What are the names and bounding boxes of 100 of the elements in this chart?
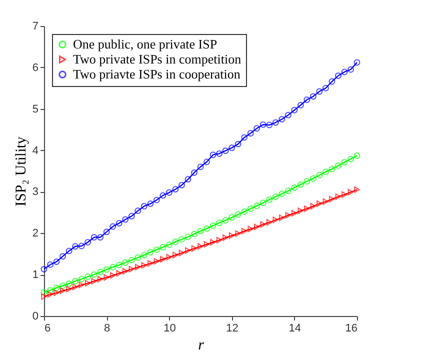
point xyxy=(66,286,72,292)
point xyxy=(78,276,85,282)
point xyxy=(235,230,241,237)
y-tick-label: 3 xyxy=(32,186,38,198)
point xyxy=(292,210,298,216)
point xyxy=(72,284,78,290)
point xyxy=(222,147,229,154)
point xyxy=(60,287,66,294)
point xyxy=(310,175,316,182)
point xyxy=(66,280,72,287)
point xyxy=(54,290,60,296)
point xyxy=(316,200,322,207)
point xyxy=(234,211,242,218)
point xyxy=(304,96,310,103)
x-tick-label: 8 xyxy=(104,322,110,334)
point xyxy=(248,226,254,232)
point xyxy=(166,189,172,196)
point xyxy=(260,121,266,128)
point xyxy=(254,125,260,132)
point xyxy=(291,184,298,191)
point xyxy=(204,225,210,232)
point xyxy=(134,254,142,261)
point xyxy=(279,214,285,222)
y-tick-label: 0 xyxy=(32,310,38,322)
point xyxy=(266,219,272,226)
point xyxy=(116,262,122,268)
point xyxy=(328,78,336,85)
y-tick-label: 2 xyxy=(32,228,38,240)
point xyxy=(122,259,129,266)
point xyxy=(285,212,292,219)
point xyxy=(348,188,354,196)
point xyxy=(298,208,304,214)
point xyxy=(103,228,110,236)
y-tick-label: 6 xyxy=(32,62,38,74)
point xyxy=(185,247,191,254)
point xyxy=(122,216,129,223)
point xyxy=(334,162,342,169)
point xyxy=(348,156,354,162)
point xyxy=(84,239,92,246)
point xyxy=(216,220,223,226)
point xyxy=(47,287,54,294)
point xyxy=(266,122,273,128)
point xyxy=(241,208,248,215)
point xyxy=(310,202,316,210)
point xyxy=(266,196,273,203)
point xyxy=(116,220,122,226)
point xyxy=(53,258,60,265)
point xyxy=(254,202,260,210)
point xyxy=(272,193,279,200)
point xyxy=(166,254,172,260)
point xyxy=(197,228,204,234)
point xyxy=(341,68,348,76)
point xyxy=(178,250,185,256)
point xyxy=(291,106,298,114)
point xyxy=(110,264,116,270)
point xyxy=(172,186,179,192)
point xyxy=(260,221,266,228)
point xyxy=(178,236,185,243)
point xyxy=(222,234,228,241)
y-tick-label: 5 xyxy=(32,103,38,116)
point xyxy=(278,116,286,122)
point xyxy=(334,72,342,79)
x-tick-label: 14 xyxy=(288,322,302,334)
point xyxy=(66,248,72,254)
point xyxy=(278,190,286,198)
point xyxy=(247,130,254,137)
point xyxy=(140,252,148,258)
point xyxy=(328,166,336,172)
legend-label: Two priavte ISPs in cooperation xyxy=(73,66,241,82)
point xyxy=(128,212,135,220)
point xyxy=(148,260,154,267)
point xyxy=(154,258,160,265)
point xyxy=(316,88,323,95)
y-tick-label: 1 xyxy=(32,269,38,282)
point xyxy=(191,245,198,252)
point xyxy=(210,152,216,158)
point xyxy=(322,84,329,92)
point xyxy=(90,271,98,278)
point xyxy=(128,266,135,272)
point xyxy=(47,261,54,268)
point xyxy=(197,164,204,170)
point xyxy=(160,256,166,262)
x-tick-label: 16 xyxy=(345,322,358,334)
point xyxy=(204,241,210,248)
point xyxy=(184,234,192,240)
point xyxy=(304,205,310,212)
point xyxy=(210,239,216,246)
point xyxy=(354,186,360,193)
point xyxy=(297,102,304,108)
point xyxy=(254,224,260,230)
point xyxy=(84,273,92,280)
point xyxy=(78,242,85,250)
point xyxy=(247,205,254,212)
point xyxy=(160,192,166,199)
point xyxy=(241,134,248,141)
point xyxy=(216,150,223,157)
point xyxy=(272,119,279,126)
point xyxy=(329,196,335,202)
point xyxy=(216,236,222,244)
point xyxy=(147,200,154,207)
